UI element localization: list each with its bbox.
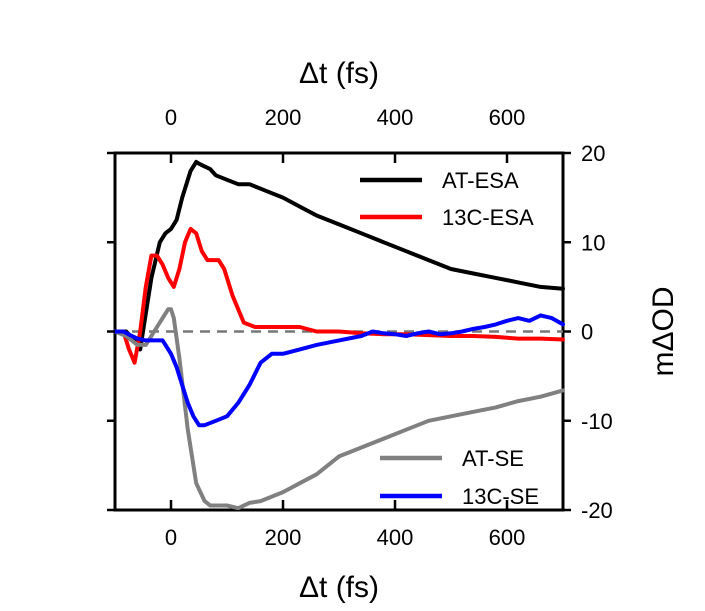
x-axis-title-bottom: Δt (fs) — [299, 571, 379, 604]
y-tick-label: 0 — [581, 320, 593, 345]
x-tick-label-bottom: 400 — [377, 525, 414, 550]
legend-label: 13C-ESA — [442, 205, 534, 230]
legend-label: AT-ESA — [442, 168, 519, 193]
x-axis-title-top: Δt (fs) — [299, 57, 379, 90]
y-tick-label: 10 — [581, 230, 605, 255]
series-layer — [113, 159, 565, 511]
y-tick-label: -10 — [581, 409, 613, 434]
x-tick-label-bottom: 200 — [265, 525, 302, 550]
legend-layer: AT-ESA 13C-ESA AT-SE 13C-SE — [360, 168, 539, 509]
x-tick-label-top: 600 — [489, 105, 526, 130]
y-tick-label: -20 — [581, 498, 613, 523]
x-tick-label-bottom: 0 — [165, 525, 177, 550]
y-axis-title: mΔOD — [647, 286, 680, 376]
y-tick-label: 20 — [581, 141, 605, 166]
x-tick-label-top: 400 — [377, 105, 414, 130]
tick-layer: 0 0 200 200 400 400 600 600 -20 -10 0 10 20 — [107, 105, 613, 550]
legend-label: AT-SE — [462, 446, 524, 471]
x-tick-label-bottom: 600 — [489, 525, 526, 550]
series-line-at-esa — [113, 159, 565, 352]
legend-label: 13C-SE — [462, 484, 539, 509]
x-tick-label-top: 0 — [165, 105, 177, 130]
series-line-at-se — [113, 307, 565, 511]
series-line-13c-se — [113, 313, 565, 428]
series-line-13c-esa — [113, 226, 565, 365]
x-tick-label-top: 200 — [265, 105, 302, 130]
